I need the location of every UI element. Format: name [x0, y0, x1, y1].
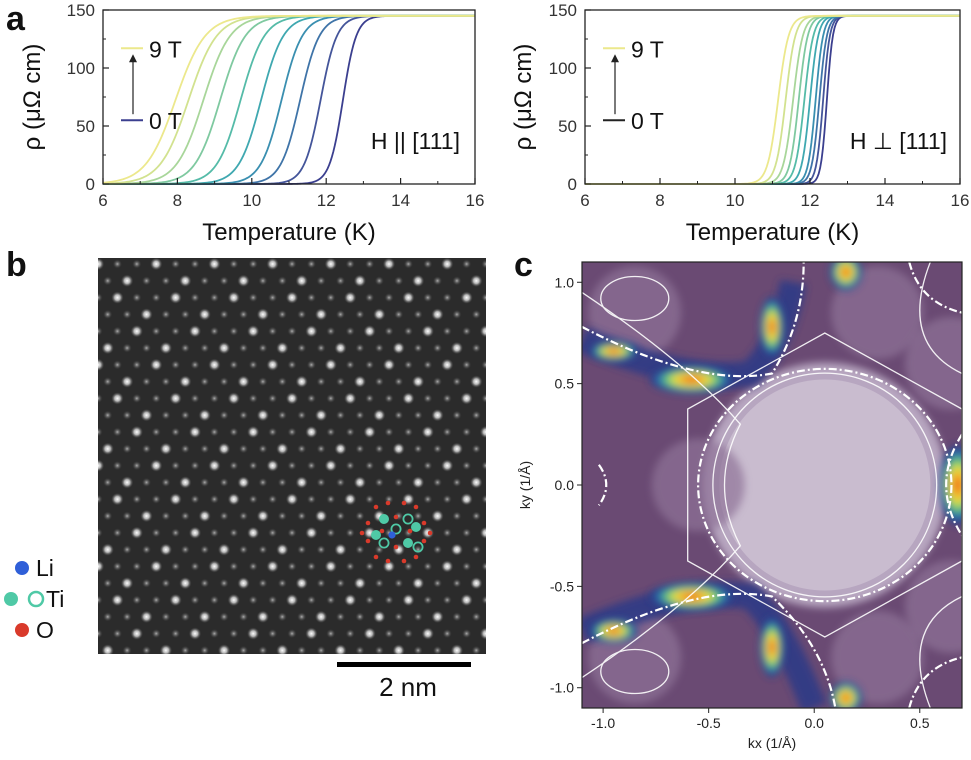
y-tick-label: 150: [67, 1, 95, 20]
y-tick-label: 0.0: [555, 477, 575, 493]
y-tick-label: 0: [568, 175, 577, 194]
x-tick-label: 14: [391, 191, 410, 210]
y-tick-label: 100: [67, 59, 95, 78]
panel-label-b: b: [6, 246, 27, 284]
x-axis-label: kx (1/Å): [748, 735, 796, 751]
x-tick-label: 12: [317, 191, 336, 210]
y-tick-label: 100: [549, 59, 577, 78]
li-legend-label: Li: [36, 555, 54, 581]
legend-label-0t: 0 T: [631, 108, 664, 134]
x-tick-label: 16: [951, 191, 970, 210]
fermi-surface-map: -1.0 -0.5 0.0 0.5 1.0 0.5 0.0 -0.5 -1.0 kx (1/Å) k…: [517, 261, 963, 751]
x-axis-label: Temperature (K): [686, 219, 859, 246]
y-tick-label: 1.0: [555, 274, 575, 290]
stem-atomic-image: 2 nm: [98, 258, 486, 698]
atom-columns: [98, 258, 486, 654]
legend-arrow-head: [611, 54, 619, 63]
o-legend-icon: [15, 623, 29, 637]
scale-bar: [337, 662, 471, 667]
ti-legend-label: Ti: [46, 586, 65, 612]
x-tick-label: 12: [801, 191, 820, 210]
x-tick-label: -0.5: [697, 715, 721, 731]
x-tick-label: 14: [876, 191, 895, 210]
structure-overlay: [359, 500, 433, 564]
li-legend-icon: [15, 561, 29, 575]
resistivity-chart-perpendicular: 6 8 10 12 14 16 0 50 100 150 Temperature (K) ρ (μΩ …: [510, 1, 970, 246]
y-axis-label: ρ (μΩ cm): [19, 44, 46, 151]
ti-legend-open-icon: [27, 590, 45, 608]
x-tick-label: 6: [98, 191, 107, 210]
y-axis-label: ky (1/Å): [517, 461, 533, 509]
x-tick-label: -1.0: [591, 715, 615, 731]
field-direction-label: H || [111]: [371, 128, 460, 154]
y-tick-label: 0.5: [555, 376, 575, 392]
y-tick-label: -0.5: [550, 578, 574, 594]
panel-label-c: c: [514, 246, 533, 284]
atom-legend: Li Ti O: [0, 540, 90, 650]
intensity-map: [582, 262, 962, 708]
x-tick-label: 6: [580, 191, 589, 210]
o-legend-label: O: [36, 617, 54, 643]
legend-label-0t: 0 T: [149, 108, 182, 134]
resistivity-curve-9: [102, 14, 475, 184]
x-tick-label: 10: [726, 191, 745, 210]
x-tick-label: 10: [242, 191, 261, 210]
y-tick-label: 150: [549, 1, 577, 20]
panel-label-a: a: [6, 0, 25, 38]
y-tick-label: 0: [86, 175, 95, 194]
x-tick-label: 16: [466, 191, 485, 210]
y-axis-label: ρ (μΩ cm): [510, 44, 537, 151]
scale-bar-label: 2 nm: [379, 672, 437, 698]
y-tick-label: 50: [558, 117, 577, 136]
field-direction-label: H ⊥ [111]: [850, 128, 947, 154]
x-tick-label: 8: [655, 191, 664, 210]
x-axis-label: Temperature (K): [202, 219, 375, 246]
legend-label-9t: 9 T: [149, 36, 182, 62]
x-tick-label: 8: [173, 191, 182, 210]
legend-label-9t: 9 T: [631, 36, 664, 62]
resistivity-chart-parallel: 6 8 10 12 14 16 0 50 100 150 Temperature (K) ρ (μΩ …: [19, 1, 485, 246]
ti-legend-filled-icon: [4, 592, 18, 606]
y-tick-label: -1.0: [550, 680, 574, 696]
legend-arrow-head: [129, 54, 137, 63]
x-tick-label: 0.5: [910, 715, 930, 731]
y-tick-label: 50: [76, 117, 95, 136]
x-tick-label: 0.0: [804, 715, 824, 731]
